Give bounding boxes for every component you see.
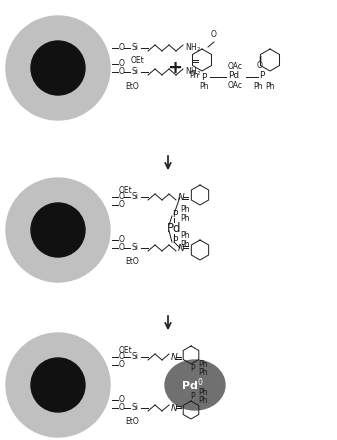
Text: OEt: OEt <box>119 186 133 194</box>
Text: OAc: OAc <box>228 81 243 89</box>
Text: Ph: Ph <box>180 205 189 213</box>
Text: OEt: OEt <box>131 56 145 65</box>
Text: O: O <box>119 235 125 243</box>
Circle shape <box>6 16 110 120</box>
Text: Si: Si <box>131 352 138 360</box>
Text: Ph: Ph <box>180 239 189 249</box>
Text: Pd$^0$: Pd$^0$ <box>181 377 203 393</box>
Text: O: O <box>211 30 217 39</box>
Circle shape <box>6 333 110 437</box>
Circle shape <box>31 203 85 257</box>
Ellipse shape <box>165 360 225 410</box>
Text: Si: Si <box>131 242 138 252</box>
Text: Ph: Ph <box>198 396 208 404</box>
Text: P: P <box>190 363 195 373</box>
Text: Si: Si <box>131 66 138 76</box>
Text: Ph: Ph <box>199 81 209 91</box>
Text: O: O <box>119 43 125 51</box>
Text: O: O <box>119 403 125 411</box>
Text: Si: Si <box>131 403 138 411</box>
Text: OEt: OEt <box>119 345 133 355</box>
Text: Ph: Ph <box>180 231 189 239</box>
Circle shape <box>6 178 110 282</box>
Text: Ph: Ph <box>198 359 208 369</box>
Text: NH$_2$: NH$_2$ <box>185 42 201 54</box>
Text: P: P <box>172 235 177 245</box>
Text: Ph: Ph <box>198 388 208 396</box>
Text: Ph: Ph <box>253 81 263 91</box>
Text: P: P <box>259 70 264 80</box>
Text: Si: Si <box>131 191 138 201</box>
Circle shape <box>31 41 85 95</box>
Text: Ph: Ph <box>180 213 189 223</box>
Text: O: O <box>119 199 125 209</box>
Text: N: N <box>178 243 185 253</box>
Text: NH$_2$: NH$_2$ <box>185 66 201 78</box>
Text: O: O <box>119 242 125 252</box>
Text: N: N <box>171 403 178 413</box>
Text: O: O <box>119 395 125 403</box>
Text: ‖: ‖ <box>258 55 262 61</box>
Text: O: O <box>257 61 263 70</box>
Text: Ph: Ph <box>189 70 199 80</box>
Text: EtO: EtO <box>125 257 139 266</box>
Text: N: N <box>171 352 178 362</box>
Text: Pd: Pd <box>228 70 239 80</box>
Text: Pd: Pd <box>167 221 181 235</box>
Text: O: O <box>119 59 125 67</box>
Text: Si: Si <box>131 43 138 51</box>
Text: EtO: EtO <box>125 417 139 426</box>
Text: +: + <box>167 59 183 77</box>
Text: O: O <box>119 359 125 369</box>
Text: O: O <box>119 352 125 360</box>
Text: Ph: Ph <box>198 367 208 377</box>
Text: OAc: OAc <box>228 62 243 70</box>
Circle shape <box>31 358 85 412</box>
Text: O: O <box>119 191 125 201</box>
Text: O: O <box>119 66 125 76</box>
Text: P: P <box>201 73 207 81</box>
Text: P: P <box>190 392 195 400</box>
Text: Ph: Ph <box>265 81 275 91</box>
Text: EtO: EtO <box>125 82 139 91</box>
Text: N: N <box>178 193 185 202</box>
Text: P: P <box>172 209 177 219</box>
